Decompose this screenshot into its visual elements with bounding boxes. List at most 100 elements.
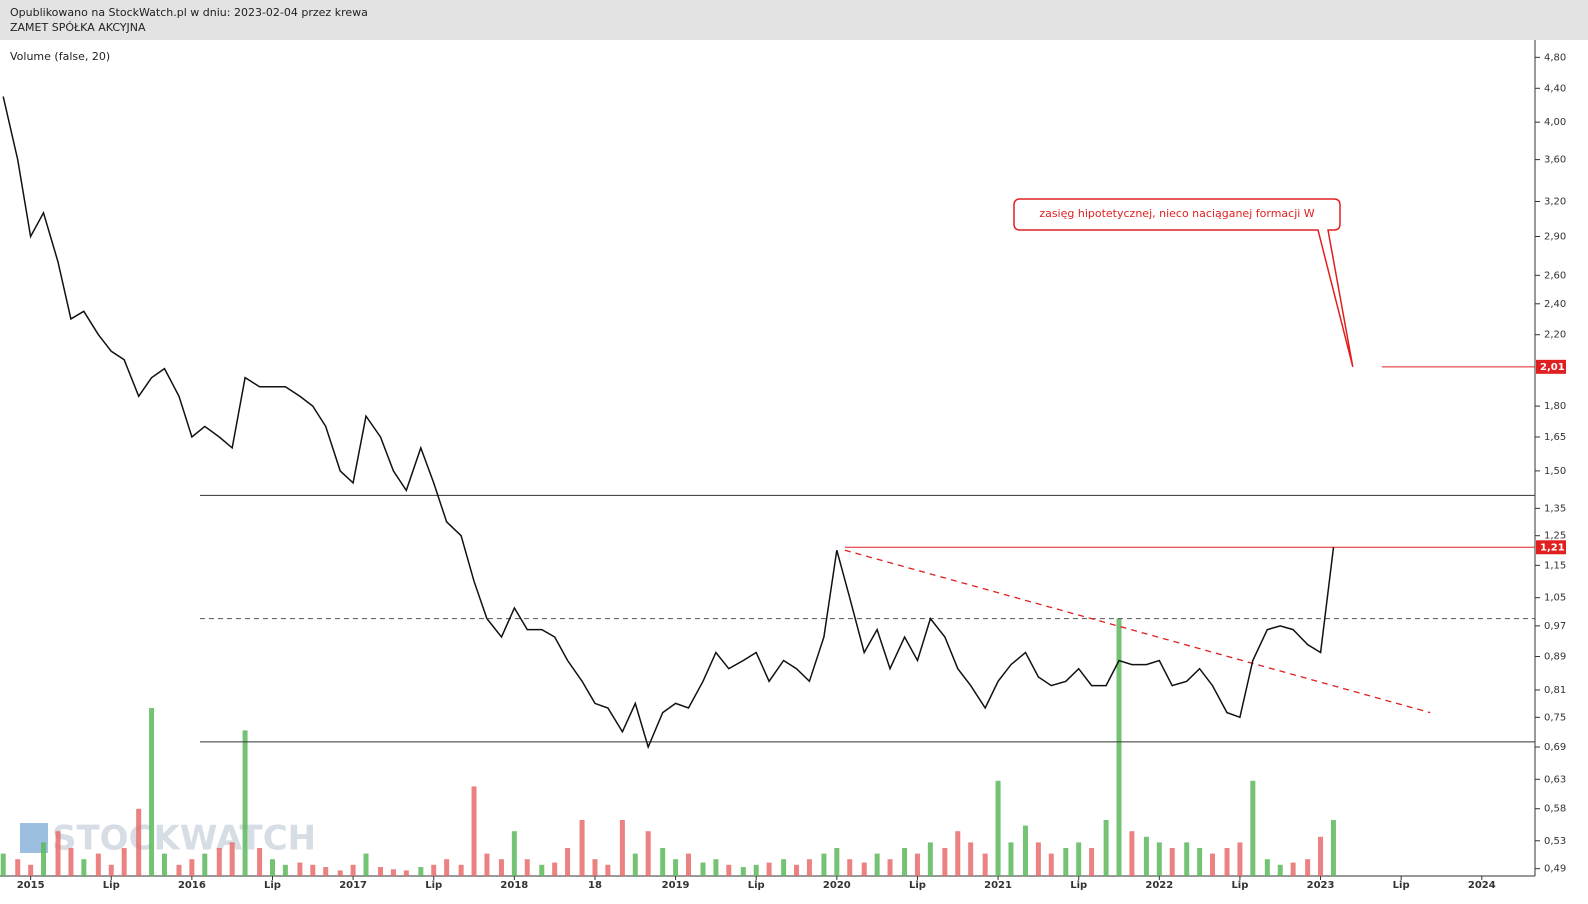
volume-bar bbox=[1290, 862, 1296, 876]
volume-bar bbox=[1237, 842, 1243, 876]
volume-bar bbox=[955, 831, 961, 876]
volume-bar bbox=[323, 867, 329, 876]
volume-bar bbox=[914, 853, 920, 876]
x-tick-label: 2023 bbox=[1307, 880, 1335, 891]
volume-bar bbox=[995, 780, 1001, 876]
x-tick-label: Lip bbox=[748, 880, 765, 891]
volume-bar bbox=[726, 864, 732, 876]
volume-bar bbox=[81, 859, 87, 876]
volume-bar bbox=[484, 853, 490, 876]
x-tick-label: 2017 bbox=[339, 880, 367, 891]
volume-bar bbox=[257, 848, 263, 876]
x-tick-label: Lip bbox=[425, 880, 442, 891]
volume-bar bbox=[781, 859, 787, 876]
x-tick-label: Lip bbox=[1393, 880, 1410, 891]
x-tick-label: Lip bbox=[103, 880, 120, 891]
volume-bar bbox=[1076, 842, 1082, 876]
y-tick-label: 1,50 bbox=[1544, 466, 1566, 477]
volume-bar bbox=[242, 730, 248, 876]
x-tick-label: Lip bbox=[909, 880, 926, 891]
volume-bar bbox=[108, 864, 114, 876]
x-tick-label: 2020 bbox=[823, 880, 851, 891]
y-tick-label: 1,25 bbox=[1544, 531, 1566, 542]
y-tick-label: 1,05 bbox=[1544, 593, 1566, 604]
volume-bar bbox=[176, 864, 182, 876]
volume-bar bbox=[1264, 859, 1270, 876]
trend-line bbox=[844, 549, 1431, 714]
volume-bar bbox=[121, 848, 127, 876]
x-tick-label: 2016 bbox=[178, 880, 206, 891]
volume-bar bbox=[149, 708, 155, 876]
volume-bar bbox=[1048, 853, 1054, 876]
level-label: 2,01 bbox=[1540, 362, 1565, 373]
volume-bar bbox=[874, 853, 880, 876]
volume-bar bbox=[363, 853, 369, 876]
volume-bar bbox=[552, 862, 558, 876]
volume-bar bbox=[766, 862, 772, 876]
volume-bar bbox=[161, 853, 167, 876]
volume-bar bbox=[269, 859, 275, 876]
x-tick-label: Lip bbox=[1070, 880, 1087, 891]
volume-bar bbox=[685, 853, 691, 876]
volume-bar bbox=[337, 870, 343, 876]
volume-bar bbox=[202, 853, 208, 876]
volume-bar bbox=[1210, 853, 1216, 876]
y-tick-label: 3,60 bbox=[1544, 155, 1566, 166]
y-tick-label: 0,89 bbox=[1544, 651, 1566, 662]
y-tick-label: 4,80 bbox=[1544, 52, 1566, 63]
y-tick-label: 0,49 bbox=[1544, 864, 1566, 875]
y-tick-label: 0,53 bbox=[1544, 836, 1566, 847]
volume-bar bbox=[605, 864, 611, 876]
volume-bar bbox=[1063, 848, 1069, 876]
y-tick-label: 0,63 bbox=[1544, 774, 1566, 785]
callout bbox=[1013, 198, 1354, 368]
y-tick-label: 1,35 bbox=[1544, 503, 1566, 514]
volume-bar bbox=[834, 848, 840, 876]
y-tick-label: 2,90 bbox=[1544, 232, 1566, 243]
x-tick-label: Lip bbox=[1231, 880, 1248, 891]
volume-bar bbox=[740, 867, 746, 876]
level-label-box bbox=[1536, 540, 1566, 555]
volume-bar bbox=[753, 864, 759, 876]
volume-bar bbox=[136, 808, 142, 876]
volume-title: Volume (false, 20) bbox=[10, 50, 110, 63]
volume-bar bbox=[1089, 848, 1095, 876]
volume-bar bbox=[390, 869, 396, 876]
volume-bar bbox=[1022, 825, 1028, 876]
volume-bar bbox=[403, 870, 409, 876]
volume-bar bbox=[632, 853, 638, 876]
level-label: 1,21 bbox=[1540, 542, 1565, 553]
volume-bar bbox=[927, 842, 933, 876]
volume-bar bbox=[806, 859, 812, 876]
volume-bar bbox=[861, 862, 867, 876]
volume-bar bbox=[189, 859, 195, 876]
volume-bar bbox=[1305, 859, 1311, 876]
watermark: STOCKWATCH bbox=[52, 819, 316, 859]
volume-bar bbox=[458, 864, 464, 876]
y-tick-label: 1,80 bbox=[1544, 401, 1566, 412]
y-tick-label: 2,40 bbox=[1544, 299, 1566, 310]
volume-bar bbox=[310, 864, 316, 876]
y-tick-label: 4,00 bbox=[1544, 117, 1566, 128]
volume-bar bbox=[418, 867, 424, 876]
y-tick-label: 1,65 bbox=[1544, 432, 1566, 443]
volume-bar bbox=[1169, 848, 1175, 876]
volume-bar bbox=[511, 831, 517, 876]
volume-bar bbox=[431, 864, 437, 876]
volume-bar bbox=[498, 859, 504, 876]
volume-bar bbox=[1224, 848, 1230, 876]
volume-bar bbox=[887, 859, 893, 876]
x-tick-label: 2015 bbox=[17, 880, 45, 891]
y-tick-label: 1,15 bbox=[1544, 560, 1566, 571]
volume-bar bbox=[41, 842, 47, 876]
volume-bar bbox=[55, 831, 61, 876]
volume-bar bbox=[282, 864, 288, 876]
header-line: Opublikowano na StockWatch.pl w dniu: 20… bbox=[10, 6, 368, 19]
x-tick-label: 2019 bbox=[662, 880, 690, 891]
x-tick-label: 2022 bbox=[1145, 880, 1173, 891]
y-tick-label: 0,75 bbox=[1544, 712, 1566, 723]
y-tick-label: 2,20 bbox=[1544, 330, 1566, 341]
volume-bar bbox=[713, 859, 719, 876]
